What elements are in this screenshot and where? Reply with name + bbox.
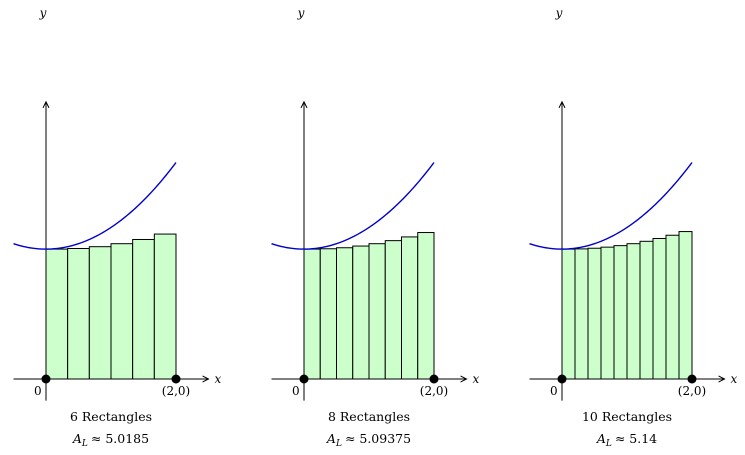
rectangle-6 (153, 233, 177, 380)
x-axis-label: x (473, 372, 480, 386)
endpoint-point (171, 374, 181, 384)
origin-point (557, 374, 567, 384)
endpoint-label: (2,0) (678, 384, 706, 398)
approx-subscript: L (335, 439, 342, 449)
x-axis-label: x (731, 372, 738, 386)
rectangle-6 (626, 243, 641, 380)
approx-value: ≈ 5.0185 (91, 431, 149, 446)
function-curve (13, 162, 177, 250)
rectangle-2 (574, 248, 589, 380)
rectangle-2 (67, 247, 90, 380)
rectangle-7 (639, 240, 654, 380)
origin-label: 0 (550, 384, 558, 398)
origin-point (299, 374, 309, 384)
rectangle-2 (319, 248, 337, 380)
origin-label: 0 (34, 384, 42, 398)
panel-1: y x 0 (2,0) 6 Rectangles AL ≈ 5.0185 (13, 6, 222, 449)
rectangle-4 (600, 246, 615, 380)
approx-prefix: A (72, 431, 82, 446)
caption-approximation: AL ≈ 5.0185 (72, 431, 149, 449)
rectangle-1 (45, 248, 69, 380)
rectangle-5 (613, 245, 628, 380)
rectangle-7 (401, 236, 419, 380)
approx-subscript: L (81, 439, 88, 449)
approx-subscript: L (605, 439, 612, 449)
endpoint-label: (2,0) (162, 384, 190, 398)
function-curve (529, 162, 693, 250)
rectangle-1 (561, 248, 576, 380)
caption-approximation: AL ≈ 5.09375 (326, 431, 411, 449)
rectangle-3 (587, 247, 602, 380)
caption-rectangles: 6 Rectangles (70, 409, 152, 424)
rectangle-10 (678, 231, 693, 380)
approx-prefix: A (326, 431, 336, 446)
rectangle-3 (336, 247, 354, 380)
panel-2: y x 0 (2,0) 8 Rectangles AL ≈ 5.09375 (271, 6, 480, 449)
origin-label: 0 (292, 384, 300, 398)
endpoint-label: (2,0) (420, 384, 448, 398)
panel-3: y x 0 (2,0) 10 Rectangles AL ≈ 5.14 (529, 6, 738, 449)
caption-approximation: AL ≈ 5.14 (596, 431, 657, 449)
rectangle-9 (665, 234, 680, 380)
origin-point (41, 374, 51, 384)
rectangle-5 (132, 238, 155, 380)
endpoint-point (687, 374, 697, 384)
rectangle-8 (417, 232, 435, 380)
approx-prefix: A (596, 431, 606, 446)
rectangle-4 (110, 243, 134, 380)
rectangle-4 (352, 245, 370, 380)
rectangle-3 (88, 246, 112, 380)
x-axis-label: x (215, 372, 222, 386)
rectangle-1 (303, 248, 321, 380)
caption-rectangles: 8 Rectangles (328, 409, 410, 424)
endpoint-point (429, 374, 439, 384)
y-axis-label: y (39, 6, 47, 20)
y-axis-label: y (555, 6, 563, 20)
rectangle-8 (652, 237, 667, 380)
function-curve (271, 162, 435, 250)
y-axis-label: y (297, 6, 305, 20)
caption-rectangles: 10 Rectangles (582, 409, 672, 424)
approx-value: ≈ 5.14 (615, 431, 657, 446)
approx-value: ≈ 5.09375 (345, 431, 411, 446)
rectangle-6 (384, 240, 402, 380)
rectangle-5 (368, 243, 386, 380)
